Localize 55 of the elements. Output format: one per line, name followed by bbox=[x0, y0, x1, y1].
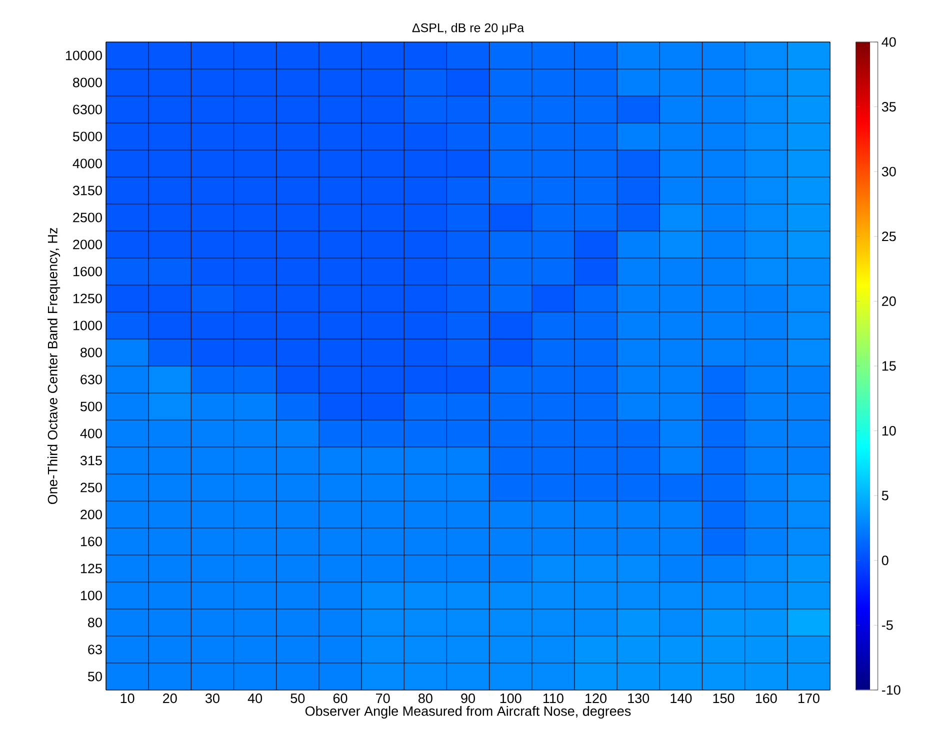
x-tick-label: 110 bbox=[543, 694, 564, 704]
color-bar-label: 30 bbox=[882, 166, 896, 176]
x-tick-label: 120 bbox=[586, 694, 606, 704]
x-tick-label: 20 bbox=[163, 694, 177, 704]
x-axis-title: Observer Angle Measured from Aircraft Nose, degrees bbox=[305, 706, 631, 719]
color-bar-label: 25 bbox=[882, 232, 896, 242]
y-tick-label: 2000 bbox=[73, 240, 102, 250]
y-axis-title: One-Third Octave Center Band Frequency, Hz bbox=[47, 228, 60, 504]
y-tick-label: 80 bbox=[88, 618, 102, 628]
y-tick-label: 500 bbox=[80, 402, 102, 412]
color-bar-label: 10 bbox=[882, 426, 896, 436]
x-tick-label: 170 bbox=[798, 694, 820, 704]
color-bar-label: 40 bbox=[882, 37, 896, 47]
x-tick-label: 130 bbox=[628, 694, 650, 704]
x-tick-label: 30 bbox=[205, 694, 220, 704]
y-tick-label: 63 bbox=[88, 644, 102, 654]
color-bar-label: 0 bbox=[882, 556, 888, 566]
y-tick-label: 630 bbox=[80, 374, 102, 384]
color-bar-label: -5 bbox=[882, 620, 893, 630]
y-tick-label: 1600 bbox=[73, 266, 102, 276]
x-tick-label: 40 bbox=[248, 694, 262, 704]
color-bar-label: -10 bbox=[882, 685, 900, 695]
y-tick-label: 200 bbox=[80, 510, 102, 520]
y-tick-label: 400 bbox=[80, 428, 102, 438]
x-tick-label: 80 bbox=[418, 694, 432, 704]
y-tick-label: 250 bbox=[80, 482, 102, 492]
y-tick-label: 10000 bbox=[66, 50, 102, 60]
x-tick-label: 140 bbox=[670, 694, 692, 704]
chart-title: ΔSPL, dB re 20 μPa bbox=[412, 23, 524, 34]
y-tick-label: 160 bbox=[80, 536, 102, 546]
y-tick-label: 315 bbox=[80, 456, 102, 466]
y-tick-label: 5000 bbox=[72, 132, 102, 142]
y-tick-label: 50 bbox=[88, 672, 102, 682]
x-tick-label: 50 bbox=[290, 694, 305, 704]
x-tick-label: 60 bbox=[333, 694, 348, 704]
color-bar-label: 20 bbox=[882, 296, 896, 306]
y-tick-label: 2500 bbox=[73, 212, 102, 222]
y-tick-label: 6300 bbox=[73, 104, 102, 114]
y-tick-label: 8000 bbox=[73, 78, 102, 88]
y-tick-label: 4000 bbox=[72, 158, 102, 168]
x-tick-label: 100 bbox=[500, 694, 522, 704]
x-tick-label: 160 bbox=[756, 694, 777, 704]
y-tick-label: 1250 bbox=[73, 294, 102, 304]
y-tick-label: 3150 bbox=[72, 186, 102, 196]
y-tick-label: 125 bbox=[80, 564, 102, 574]
x-tick-label: 70 bbox=[376, 694, 390, 704]
y-tick-label: 1000 bbox=[73, 320, 102, 330]
y-tick-label: 100 bbox=[80, 590, 102, 600]
x-tick-label: 10 bbox=[120, 694, 134, 704]
color-bar-label: 35 bbox=[882, 102, 896, 112]
color-bar-label: 15 bbox=[882, 361, 896, 371]
y-tick-label: 800 bbox=[80, 348, 102, 358]
x-tick-label: 90 bbox=[461, 694, 475, 704]
color-bar-label: 5 bbox=[882, 490, 888, 500]
x-tick-label: 150 bbox=[713, 694, 734, 704]
